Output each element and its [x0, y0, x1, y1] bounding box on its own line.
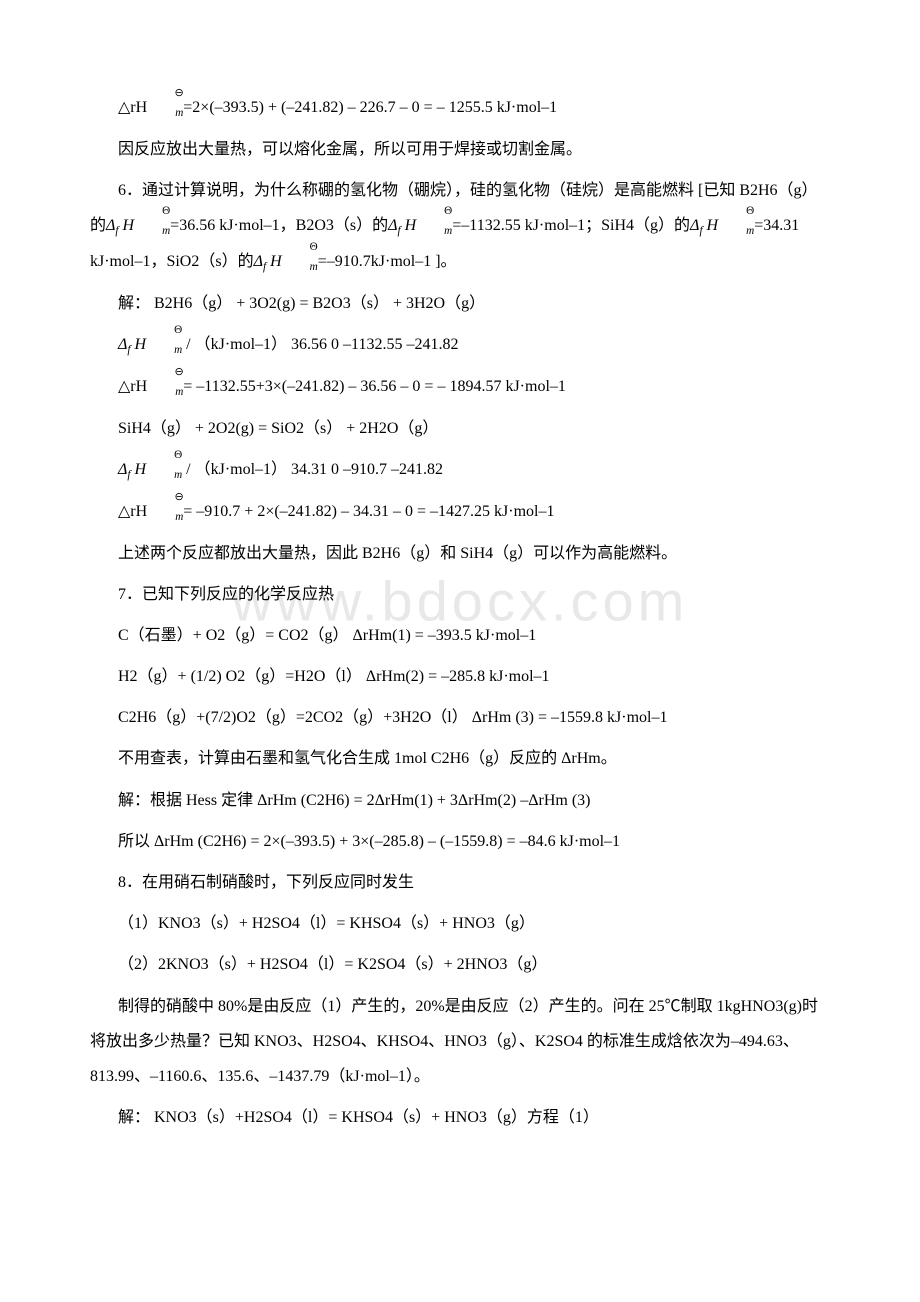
- equation-line: H2（g）+ (1/2) O2（g）=H2O（l） ΔrHm(2) = –285…: [90, 659, 830, 694]
- text-segment: =–910.7kJ·mol–1 ]。: [318, 253, 457, 270]
- equation-line: SiH4（g） + 2O2(g) = SiO2（s） + 2H2O（g）: [90, 411, 830, 446]
- text-segment: =36.56 kJ·mol–1，B2O3（s）的: [170, 217, 388, 234]
- text-line: 不用查表，计算由石墨和氢气化合生成 1mol C2H6（g）反应的 ΔrHm。: [90, 741, 830, 776]
- delta-fHm-symbol: Δf HmΘ: [118, 336, 182, 353]
- equation-text: =2×(–393.5) + (–241.82) – 226.7 – 0 = – …: [183, 99, 557, 116]
- delta-fHm-symbol: Δf HmΘ: [118, 461, 182, 478]
- equation-line: 解： B2H6（g） + 3O2(g) = B2O3（s） + 3H2O（g）: [90, 286, 830, 321]
- delta-rH-symbol: △rH: [118, 503, 147, 520]
- text-line: 上述两个反应都放出大量热，因此 B2H6（g）和 SiH4（g）可以作为高能燃料…: [90, 536, 830, 571]
- text-segment: =–1132.55 kJ·mol–1；SiH4（g）的: [452, 217, 690, 234]
- document-content: △rHm⊖=2×(–393.5) + (–241.82) – 226.7 – 0…: [90, 90, 830, 1135]
- theta-sub-m: m⊖: [147, 369, 183, 405]
- theta-sub-m: m⊖: [147, 90, 183, 126]
- delta-f-line: Δf HmΘ / （kJ·mol–1） 34.31 0 –910.7 –241.…: [90, 452, 830, 488]
- delta-fHm-symbol: Δf HmΘ: [388, 217, 452, 234]
- equation-line: （2）2KNO3（s）+ H2SO4（l）= K2SO4（s）+ 2HNO3（g…: [90, 947, 830, 982]
- problem-6: 6．通过计算说明，为什么称硼的氢化物（硼烷），硅的氢化物（硅烷）是高能燃料 [已…: [90, 173, 830, 280]
- text-segment: / （kJ·mol–1） 34.31 0 –910.7 –241.82: [182, 461, 443, 478]
- equation-text: = –910.7 + 2×(–241.82) – 34.31 – 0 = –14…: [183, 503, 554, 520]
- delta-f-line: Δf HmΘ / （kJ·mol–1） 36.56 0 –1132.55 –24…: [90, 327, 830, 363]
- delta-fHm-symbol: Δf HmΘ: [690, 217, 754, 234]
- equation-line: C（石墨）+ O2（g）= CO2（g） ΔrHm(1) = –393.5 kJ…: [90, 618, 830, 653]
- equation-line: （1）KNO3（s）+ H2SO4（l）= KHSO4（s）+ HNO3（g）: [90, 906, 830, 941]
- equation-text: = –1132.55+3×(–241.82) – 36.56 – 0 = – 1…: [183, 378, 566, 395]
- equation-line: △rHm⊖= –1132.55+3×(–241.82) – 36.56 – 0 …: [90, 369, 830, 405]
- delta-fHm-symbol: Δf HmΘ: [106, 217, 170, 234]
- problem-8: 8．在用硝石制硝酸时，下列反应同时发生: [90, 865, 830, 900]
- delta-fHm-symbol: Δf HmΘ: [254, 253, 318, 270]
- delta-rH-symbol: △rH: [118, 99, 147, 116]
- text-segment: / （kJ·mol–1） 36.56 0 –1132.55 –241.82: [182, 336, 458, 353]
- theta-sub-m: m⊖: [147, 494, 183, 530]
- problem-7: 7．已知下列反应的化学反应热: [90, 577, 830, 612]
- text-paragraph: 制得的硝酸中 80%是由反应（1）产生的，20%是由反应（2）产生的。问在 25…: [90, 989, 830, 1095]
- equation-line: △rHm⊖=2×(–393.5) + (–241.82) – 226.7 – 0…: [90, 90, 830, 126]
- equation-line: C2H6（g）+(7/2)O2（g）=2CO2（g）+3H2O（l） ΔrHm …: [90, 700, 830, 735]
- equation-line: △rHm⊖= –910.7 + 2×(–241.82) – 34.31 – 0 …: [90, 494, 830, 530]
- equation-line: 解： KNO3（s）+H2SO4（l）= KHSO4（s）+ HNO3（g）方程…: [90, 1100, 830, 1135]
- delta-rH-symbol: △rH: [118, 378, 147, 395]
- text-line: 解：根据 Hess 定律 ΔrHm (C2H6) = 2ΔrHm(1) + 3Δ…: [90, 783, 830, 818]
- text-line: 所以 ΔrHm (C2H6) = 2×(–393.5) + 3×(–285.8)…: [90, 824, 830, 859]
- text-line: 因反应放出大量热，可以熔化金属，所以可用于焊接或切割金属。: [90, 132, 830, 167]
